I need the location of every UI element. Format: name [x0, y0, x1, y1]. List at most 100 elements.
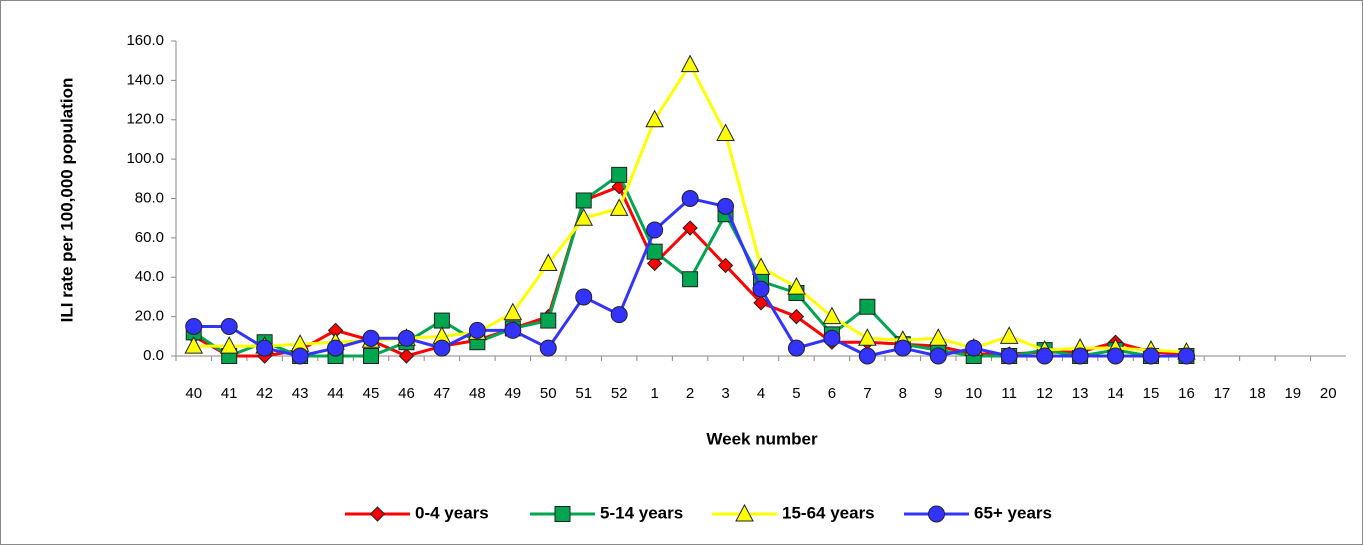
legend-marker	[735, 503, 754, 522]
data-point	[256, 339, 274, 357]
x-tick-label: 20	[1320, 385, 1337, 402]
data-point	[894, 339, 912, 357]
data-point	[1177, 347, 1195, 365]
x-tick-label: 1	[650, 385, 658, 402]
y-tick-label: 120.0	[126, 111, 164, 128]
x-tick-label: 16	[1178, 385, 1195, 402]
data-point	[184, 336, 204, 354]
y-tick-label: 80.0	[135, 189, 164, 206]
x-tick-label: 41	[221, 385, 238, 402]
data-point	[1142, 347, 1160, 365]
data-point	[1000, 347, 1018, 365]
x-tick-label: 7	[863, 385, 871, 402]
x-tick-label: 18	[1249, 385, 1266, 402]
data-point	[859, 298, 876, 315]
data-point	[397, 329, 415, 347]
data-point	[504, 321, 522, 339]
data-point	[185, 317, 203, 335]
x-tick-label: 10	[965, 385, 982, 402]
data-point	[538, 253, 558, 271]
data-point	[540, 312, 557, 329]
y-axis-title: ILI rate per 100,000 population	[57, 78, 76, 323]
data-point	[717, 257, 734, 274]
data-point	[751, 257, 771, 275]
data-point	[717, 197, 735, 215]
data-point	[928, 328, 948, 346]
data-point	[645, 109, 664, 128]
data-point	[929, 347, 947, 365]
legend-marker	[369, 506, 386, 522]
data-point	[503, 302, 523, 321]
x-tick-label: 49	[504, 385, 521, 402]
x-tick-label: 4	[757, 385, 765, 402]
data-point	[362, 329, 380, 347]
data-point	[220, 317, 238, 335]
data-point	[822, 306, 842, 325]
x-tick-label: 44	[327, 385, 344, 402]
data-point	[787, 339, 805, 357]
x-tick-label: 46	[398, 385, 415, 402]
x-tick-label: 12	[1036, 385, 1053, 402]
legend-marker	[928, 505, 945, 523]
legend-marker	[554, 506, 571, 522]
data-point	[681, 190, 699, 207]
data-point	[539, 339, 557, 357]
data-point	[788, 308, 805, 325]
data-point	[575, 288, 593, 306]
x-tick-label: 43	[292, 385, 309, 402]
data-point	[398, 348, 415, 364]
data-point	[682, 220, 698, 236]
y-tick-label: 100.0	[126, 150, 164, 167]
x-tick-label: 6	[828, 385, 836, 402]
data-point	[610, 306, 628, 324]
x-tick-label: 42	[256, 385, 273, 402]
data-point	[823, 329, 841, 347]
y-tick-label: 160.0	[126, 32, 164, 49]
x-tick-label: 47	[434, 385, 451, 402]
data-point	[858, 347, 876, 365]
x-tick-label: 48	[469, 385, 486, 402]
data-point	[468, 321, 486, 339]
x-tick-label: 14	[1107, 385, 1124, 402]
data-point	[682, 271, 699, 288]
y-tick-label: 40.0	[135, 268, 164, 285]
x-tick-label: 17	[1214, 385, 1231, 402]
x-tick-label: 11	[1001, 385, 1017, 402]
data-point	[646, 221, 664, 239]
data-point	[611, 166, 628, 183]
data-point	[327, 339, 345, 357]
legend-label: 65+ years	[974, 503, 1052, 522]
x-tick-label: 15	[1143, 385, 1160, 402]
x-tick-label: 2	[686, 385, 694, 402]
x-tick-label: 9	[934, 385, 942, 402]
x-tick-label: 45	[363, 385, 380, 402]
x-tick-label: 8	[899, 385, 907, 402]
data-point	[1071, 347, 1089, 365]
y-tick-label: 20.0	[135, 308, 164, 325]
data-point	[646, 255, 663, 272]
y-tick-label: 60.0	[135, 229, 164, 246]
data-point	[716, 123, 735, 142]
data-point	[858, 328, 877, 346]
data-point	[433, 339, 451, 357]
x-tick-label: 52	[611, 385, 628, 402]
data-point	[680, 54, 700, 73]
legend-label: 15-64 years	[782, 503, 875, 522]
data-point	[753, 295, 769, 311]
data-point	[609, 198, 629, 216]
data-point	[999, 326, 1019, 344]
data-point	[363, 348, 379, 364]
y-tick-label: 0.0	[143, 347, 164, 364]
data-point	[787, 277, 806, 295]
data-point	[752, 280, 770, 298]
data-point	[574, 208, 594, 226]
data-point	[291, 347, 309, 365]
data-point	[219, 336, 239, 354]
x-axis-title: Week number	[706, 429, 818, 448]
x-tick-label: 50	[540, 385, 557, 402]
x-tick-label: 40	[185, 385, 202, 402]
x-tick-label: 13	[1072, 385, 1089, 402]
data-point	[575, 192, 592, 209]
legend-label: 5-14 years	[600, 503, 683, 522]
